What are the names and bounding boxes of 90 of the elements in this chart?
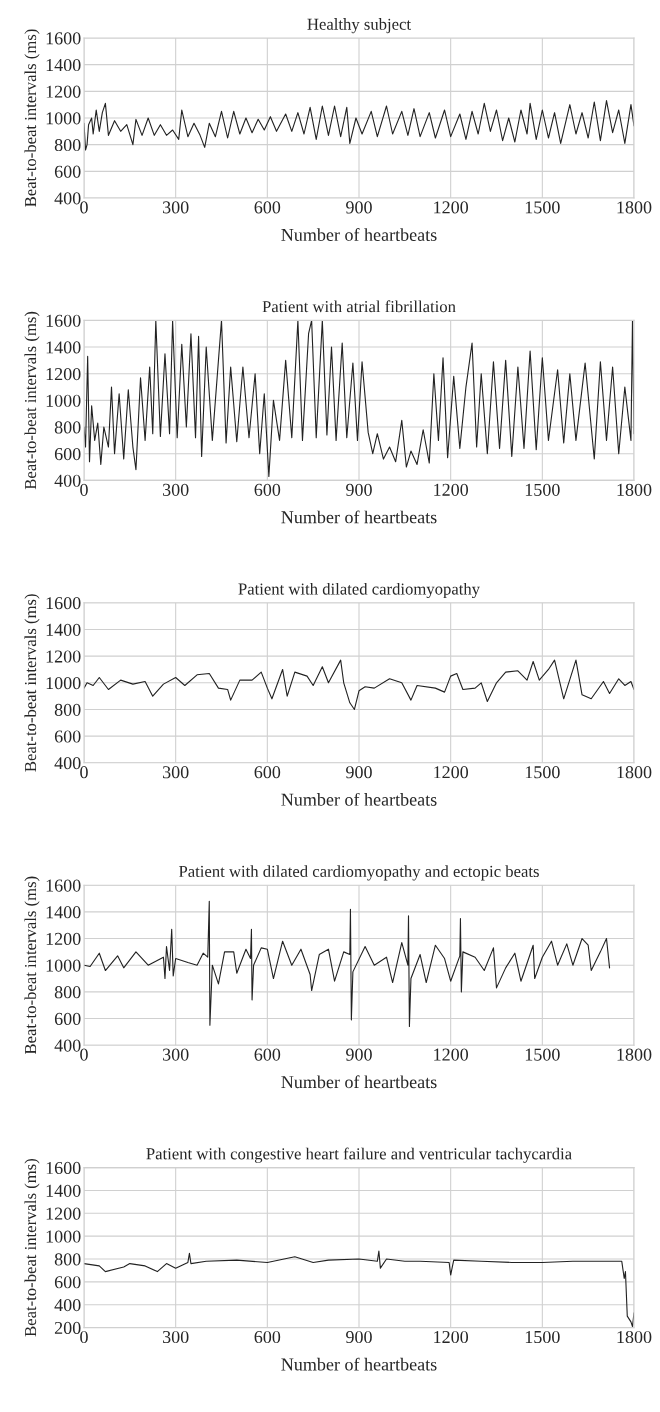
x-tick-label: 600 [254,1330,281,1344]
y-axis-title: Beat-to-beat intervals (ms) [24,29,40,207]
y-tick-label: 600 [54,1012,81,1025]
chart-title: Patient with dilated cardiomyopathy [238,582,480,599]
y-tick-label: 400 [54,757,81,770]
x-tick-label: 0 [80,1048,88,1061]
x-tick-label: 1500 [525,1048,560,1061]
y-tick-label: 1000 [46,1230,81,1243]
y-tick-label: 800 [54,986,81,999]
x-tick-label: 900 [346,766,372,779]
x-tick-label: 1200 [434,766,469,779]
y-axis-title: Beat-to-beat intervals (ms) [24,311,40,490]
y-tick-label: 200 [54,1321,81,1335]
x-tick-label: 0 [80,483,88,496]
y-tick-label: 1400 [46,906,81,919]
x-tick-label: 300 [162,766,189,779]
y-tick-label: 1000 [46,112,81,125]
y-tick-label: 400 [54,192,81,205]
x-tick-label: 0 [80,201,88,214]
x-tick-label: 300 [162,201,189,214]
x-tick-label: 900 [346,201,372,214]
y-tick-label: 600 [54,1276,81,1289]
y-tick-label: 1600 [46,1161,81,1175]
chart-title: Healthy subject [307,18,411,34]
chart-title: Patient with congestive heart failure and ventricular tachycardia [146,1147,572,1163]
x-tick-label: 300 [162,1048,189,1061]
x-tick-label: 900 [346,483,372,496]
x-tick-label: 1200 [434,1330,469,1344]
x-tick-label: 0 [80,766,88,779]
x-tick-label: 1200 [434,483,469,496]
y-tick-label: 1600 [46,879,81,892]
y-tick-label: 1200 [46,932,81,945]
y-tick-label: 1200 [46,367,81,381]
x-tick-label: 1800 [617,766,652,779]
x-tick-label: 1500 [525,483,560,496]
x-tick-label: 1800 [617,201,652,214]
x-axis-title: Number of heartbeats [281,1357,437,1371]
y-tick-label: 400 [54,1299,81,1312]
x-tick-label: 0 [80,1330,88,1344]
line-series [84,900,611,1028]
y-tick-label: 1400 [46,58,81,72]
y-tick-label: 1400 [46,1184,81,1197]
y-axis-title: Beat-to-beat intervals (ms) [24,1159,40,1337]
x-tick-label: 1500 [525,201,560,214]
y-tick-label: 1200 [46,1207,81,1220]
y-tick-label: 1400 [46,341,81,354]
y-axis-title: Beat-to-beat intervals (ms) [24,876,40,1055]
x-tick-label: 1800 [617,1330,652,1344]
y-tick-label: 800 [54,138,81,152]
y-tick-label: 400 [54,1039,81,1052]
x-tick-label: 1500 [525,1330,560,1344]
chart-title: Patient with atrial fibrillation [262,300,456,313]
x-axis-title: Number of heartbeats [281,228,437,241]
chart-title: Patient with dilated cardiomyopathy and ectopic beats [178,865,539,881]
x-tick-label: 900 [346,1330,372,1344]
y-tick-label: 800 [54,703,81,716]
y-tick-label: 800 [54,1253,81,1266]
y-tick-label: 600 [54,730,81,743]
y-tick-label: 1600 [46,597,81,610]
x-tick-label: 1200 [434,201,469,214]
y-tick-label: 1000 [46,959,81,972]
x-tick-label: 900 [346,1048,372,1061]
x-axis-title: Number of heartbeats [281,510,437,524]
x-tick-label: 1800 [617,1048,652,1061]
x-tick-label: 1500 [525,766,560,779]
x-tick-label: 600 [254,201,281,214]
x-tick-label: 300 [162,1330,189,1344]
line-series [84,659,634,711]
line-series [84,100,634,151]
x-tick-label: 600 [254,766,281,779]
y-tick-label: 1000 [46,677,81,690]
y-tick-label: 1600 [46,32,81,45]
x-tick-label: 600 [254,483,281,496]
x-tick-label: 1800 [617,483,652,496]
y-tick-label: 1600 [46,314,81,327]
y-tick-label: 1000 [46,394,81,407]
x-tick-label: 1200 [434,1048,469,1061]
y-axis-title: Beat-to-beat intervals (ms) [24,594,40,772]
x-tick-label: 600 [254,1048,281,1061]
y-tick-label: 1400 [46,623,81,636]
x-axis-title: Number of heartbeats [281,1075,437,1089]
y-tick-label: 800 [54,421,81,434]
y-tick-label: 1200 [46,650,81,663]
x-tick-label: 300 [162,483,189,496]
y-tick-label: 1200 [46,85,81,98]
y-tick-label: 600 [54,165,81,178]
line-series [84,320,634,477]
y-tick-label: 600 [54,447,81,461]
y-tick-label: 400 [54,474,81,487]
x-axis-title: Number of heartbeats [281,792,437,806]
